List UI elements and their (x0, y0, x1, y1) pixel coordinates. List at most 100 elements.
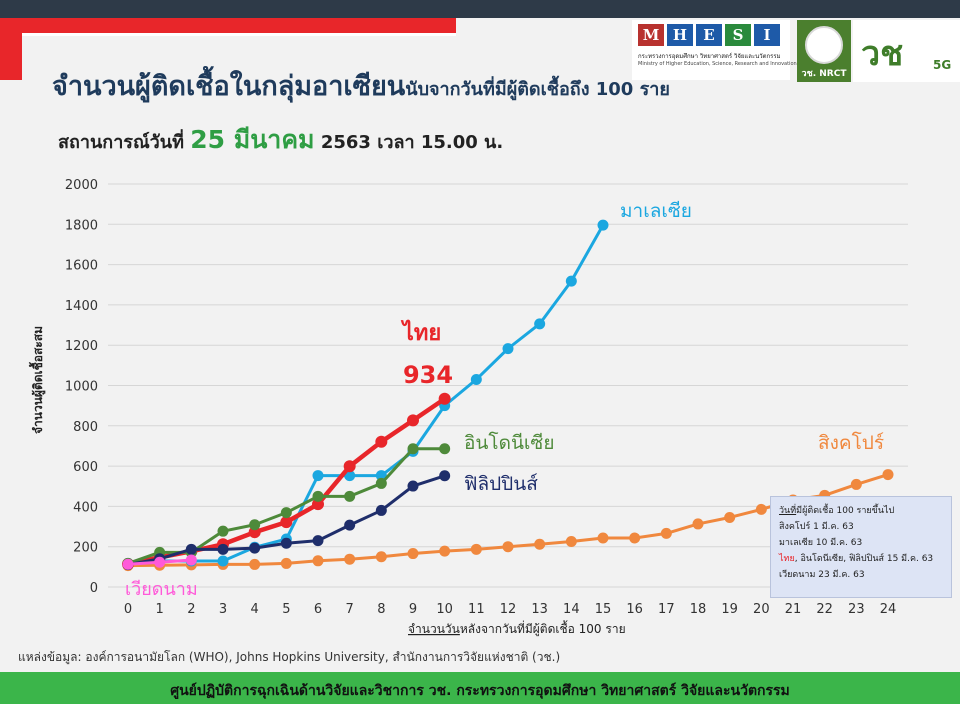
y-tick-label: 400 (73, 500, 98, 515)
malaysia-label: มาเลเซีย (620, 200, 692, 222)
x-tick-label: 12 (500, 602, 517, 617)
x-tick-label: 24 (880, 602, 897, 617)
data-point (565, 275, 577, 287)
data-point (217, 543, 229, 555)
mhesi-letter: E (696, 24, 722, 46)
mhesi-english-name: Ministry of Higher Education, Science, R… (638, 61, 797, 67)
status-date: 25 มีนาคม (190, 125, 315, 154)
vietnam-label: เวียดนาม (125, 579, 198, 600)
source-note: แหล่งข้อมูล: องค์การอนามัยโลก (WHO), Joh… (18, 650, 561, 664)
x-tick-label: 8 (377, 602, 385, 617)
legend-thai-group-rest: , อินโดนีเซีย, ฟิลิปปินส์ 15 มี.ค. 63 (794, 554, 934, 564)
y-tick-label: 1600 (65, 259, 98, 274)
series-labels: ไทย 934 มาเลเซีย อินโดนีเซีย ฟิลิปปินส์ … (125, 200, 884, 600)
legend-singapore: สิงคโปร์ 1 มี.ค. 63 (779, 522, 854, 532)
data-point (439, 443, 451, 455)
wc-5g-logo: วช 5G (853, 20, 960, 82)
data-point (312, 498, 324, 511)
accent-strip (22, 33, 456, 36)
start-date-legend: วันที่มีผู้ติดเชื้อ 100 รายขึ้นไป สิงคโป… (770, 496, 952, 598)
x-tick-label: 16 (626, 602, 643, 617)
x-tick-label: 7 (346, 602, 354, 617)
x-tick-label: 20 (753, 602, 770, 617)
singapore-label: สิงคโปร์ (818, 431, 884, 454)
philippines-label: ฟิลิปปินส์ (464, 473, 538, 495)
x-tick-label: 10 (436, 602, 453, 617)
legend-heading-rest: มีผู้ติดเชื้อ 100 รายขึ้นไป (796, 506, 895, 516)
y-tick-label: 1800 (65, 218, 98, 233)
status-prefix: สถานการณ์วันที่ (58, 132, 184, 153)
data-point (154, 556, 166, 568)
y-axis: 0 200 400 600 800 1000 1200 1400 1600 1800 2000 (65, 178, 98, 596)
x-tick-label: 22 (816, 602, 833, 617)
data-point (407, 480, 419, 492)
data-point (597, 532, 609, 544)
x-tick-label: 23 (848, 602, 865, 617)
data-point (692, 518, 704, 530)
data-point (312, 470, 324, 482)
series-5 (122, 554, 197, 570)
mhesi-letter: H (667, 24, 693, 46)
mhesi-letter: I (754, 24, 780, 46)
y-tick-label: 1400 (65, 299, 98, 314)
legend-vietnam: เวียดนาม 23 มี.ค. 63 (779, 570, 865, 580)
y-tick-label: 800 (73, 420, 98, 435)
data-point (185, 543, 197, 555)
data-point (343, 460, 356, 473)
x-axis: 0 1 2 3 4 5 6 7 8 9 10 11 12 13 14 15 16 17 18 19 20 21 22 23 24 (124, 602, 896, 617)
data-point (502, 541, 514, 553)
data-point (375, 477, 387, 489)
thailand-value-label: 934 (403, 361, 453, 389)
y-tick-label: 2000 (65, 178, 98, 193)
y-tick-label: 1000 (65, 380, 98, 395)
data-point (122, 558, 134, 570)
data-point (312, 555, 324, 567)
wc-label: วช (861, 34, 904, 74)
y-tick-label: 1200 (65, 339, 98, 354)
data-point (660, 527, 672, 539)
data-point (217, 555, 229, 567)
data-point (312, 535, 324, 547)
data-point (470, 373, 482, 385)
status-line: สถานการณ์วันที่ 25 มีนาคม 2563 เวลา 15.0… (58, 120, 503, 160)
data-point (850, 478, 862, 490)
indonesia-label: อินโดนีเซีย (464, 431, 554, 454)
x-tick-label: 15 (595, 602, 612, 617)
series-line (127, 224, 605, 565)
line-chart: 0 200 400 600 800 1000 1200 1400 1600 1800 2000 0 1… (28, 178, 908, 637)
data-point (882, 469, 894, 481)
x-tick-label: 17 (658, 602, 675, 617)
data-point (755, 503, 767, 515)
data-point (249, 558, 261, 570)
x-tick-label: 11 (468, 602, 485, 617)
red-accent-vertical (0, 18, 22, 80)
red-accent-horizontal (22, 18, 456, 33)
data-point (597, 219, 609, 231)
data-point (375, 435, 388, 448)
legend-thailand: ไทย (779, 554, 795, 564)
data-point (407, 548, 419, 560)
data-point (217, 525, 229, 537)
mhesi-letter: S (725, 24, 751, 46)
data-point (280, 507, 292, 519)
data-point (249, 542, 261, 554)
x-tick-label: 13 (531, 602, 548, 617)
data-point (344, 519, 356, 531)
x-tick-label: 1 (156, 602, 164, 617)
y-axis-title: จำนวนผู้ติดเชื้อสะสม (28, 326, 46, 434)
status-suffix: 2563 เวลา 15.00 น. (320, 132, 504, 153)
footer-bar: ศูนย์ปฏิบัติการฉุกเฉินด้านวิจัยและวิชากา… (0, 672, 960, 704)
data-point (439, 545, 451, 557)
data-point (344, 490, 356, 502)
title-main: จำนวนผู้ติดเชื้อในกลุ่มอาเซียน (52, 71, 406, 102)
x-tick-label: 5 (282, 602, 290, 617)
data-point (724, 511, 736, 523)
x-tick-label: 3 (219, 602, 227, 617)
mhesi-letter: M (638, 24, 664, 46)
top-bar (0, 0, 960, 18)
data-point (312, 490, 324, 502)
seal-icon (805, 26, 843, 64)
x-axis-title: จำนวนวันหลังจากวันที่มีผู้ติดเชื้อ 100 ร… (408, 620, 626, 637)
